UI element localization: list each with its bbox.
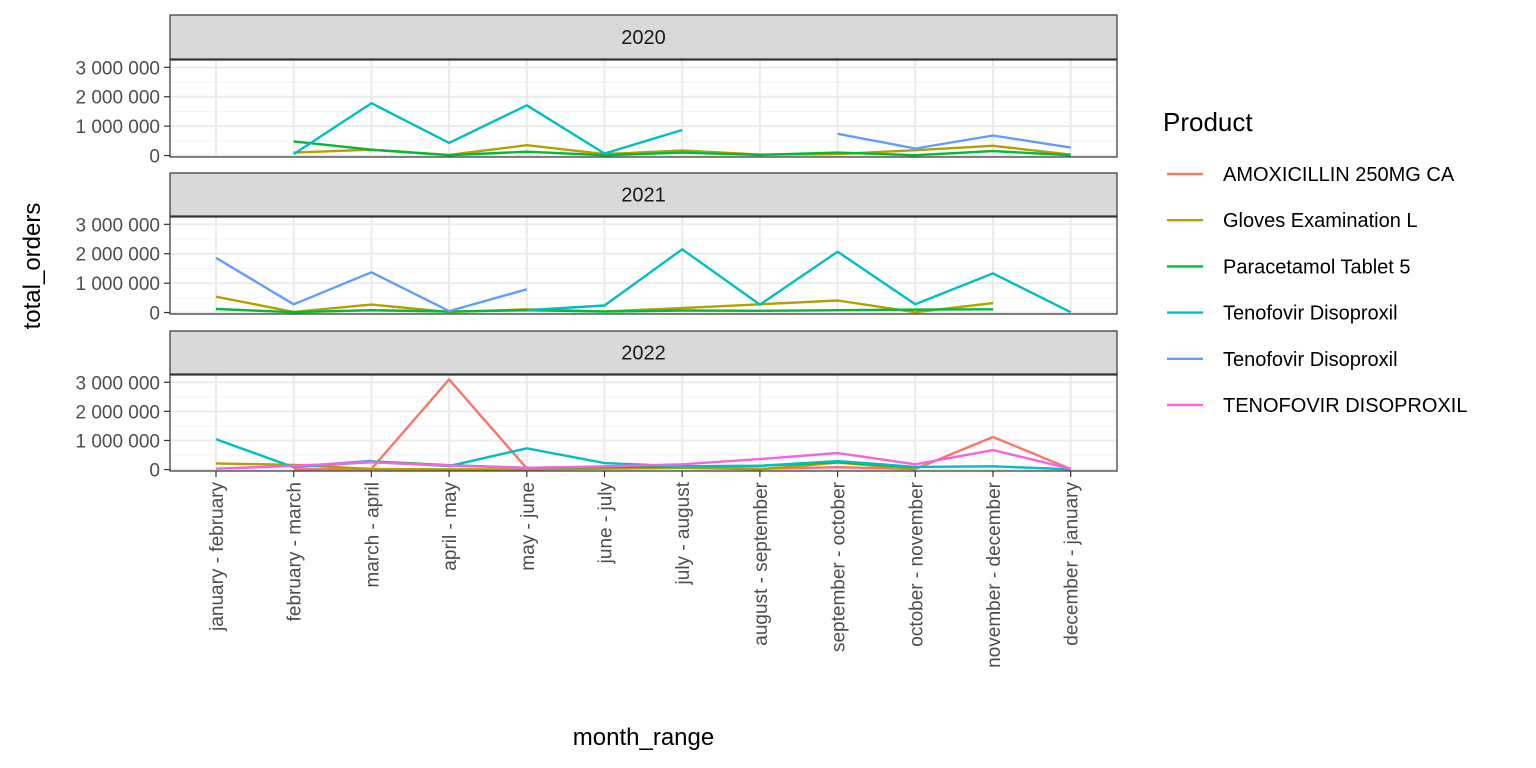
- y-tick-label: 0: [149, 304, 160, 325]
- y-tick-label: 2 000 000: [75, 245, 160, 266]
- facet-label-2020: 2020: [621, 27, 666, 49]
- x-tick-label: june - july: [596, 482, 617, 565]
- panel-border: [169, 216, 1118, 315]
- facet-strip-2021: [169, 172, 1118, 217]
- panel-background: [170, 217, 1117, 314]
- legend-title: Product: [1163, 107, 1253, 137]
- x-tick-label: august - september: [751, 481, 772, 645]
- x-tick-label: february - march: [285, 482, 306, 621]
- y-tick-label: 1 000 000: [75, 117, 160, 138]
- series-line-5: [215, 256, 528, 313]
- series-line-3: [215, 307, 994, 314]
- y-tick-label: 0: [149, 461, 160, 482]
- y-tick-label: 0: [149, 147, 160, 168]
- legend-label-3: Paracetamol Tablet 5: [1223, 256, 1411, 278]
- facet-label-2021: 2021: [621, 185, 666, 207]
- y-tick-label: 2 000 000: [75, 88, 160, 109]
- facet-strip-2022: [169, 330, 1118, 375]
- panel-border: [169, 59, 1118, 158]
- legend-label-5: Tenofovir Disoproxil: [1223, 349, 1398, 371]
- x-tick-label: july - august: [673, 481, 694, 585]
- y-tick-label: 1 000 000: [75, 274, 160, 295]
- series-line-6: [215, 448, 1071, 470]
- legend-label-2: Gloves Examination L: [1223, 210, 1418, 232]
- legend-label-1: AMOXICILLIN 250MG CA: [1223, 164, 1455, 186]
- facet-strip-2020: [169, 14, 1118, 60]
- y-tick-label: 3 000 000: [75, 373, 160, 394]
- x-axis-title: month_range: [573, 724, 714, 751]
- y-tick-label: 3 000 000: [75, 58, 160, 79]
- series-line-3: [293, 140, 1071, 157]
- y-tick-label: 2 000 000: [75, 402, 160, 423]
- y-tick-label: 1 000 000: [75, 431, 160, 452]
- y-axis-title: total_orders: [19, 203, 46, 330]
- panel-border: [169, 374, 1118, 472]
- series-line-4: [526, 248, 1072, 314]
- x-tick-label: march - april: [362, 482, 383, 588]
- x-tick-label: october - november: [906, 481, 927, 646]
- legend-label-6: TENOFOVIR DISOPROXIL: [1223, 395, 1467, 417]
- x-tick-label: november - december: [984, 481, 1005, 668]
- legend-label-4: Tenofovir Disoproxil: [1223, 303, 1398, 325]
- series-line-4: [293, 101, 683, 156]
- x-tick-label: april - may: [440, 482, 461, 571]
- x-tick-label: september - october: [829, 481, 850, 652]
- series-line-2: [215, 461, 916, 471]
- y-tick-label: 3 000 000: [75, 215, 160, 236]
- panel-background: [170, 375, 1117, 471]
- x-tick-label: may - june: [518, 482, 539, 571]
- series-line-5: [837, 132, 1071, 150]
- facet-label-2022: 2022: [621, 343, 666, 365]
- x-tick-label: december - january: [1062, 482, 1083, 646]
- x-tick-label: january - february: [207, 482, 228, 632]
